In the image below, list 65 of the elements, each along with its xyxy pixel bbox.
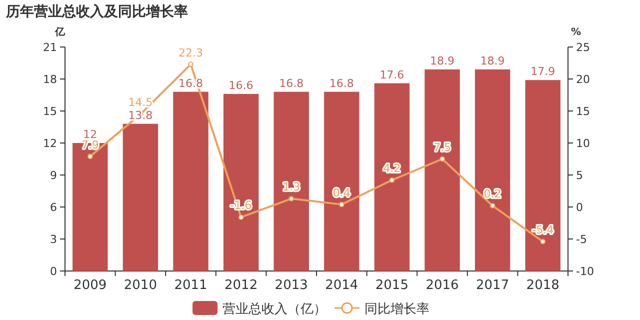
bar	[274, 92, 309, 271]
bar	[223, 94, 259, 271]
y2-tick-label: 25	[576, 41, 590, 54]
y2-tick-label: -10	[576, 265, 594, 278]
y-tick-label: 21	[43, 41, 57, 54]
point	[238, 214, 244, 220]
y2-tick-label: 15	[576, 105, 590, 118]
x-tick-label: 2011	[174, 278, 208, 293]
y-tick-label: 12	[43, 137, 57, 150]
data-label: 16.6	[228, 78, 254, 92]
y2-tick-label: 0	[576, 201, 583, 214]
legend-label: 营业总收入（亿）	[222, 302, 326, 317]
y2-tick-label: 20	[576, 73, 590, 86]
bar	[173, 92, 208, 271]
y2-tick-label: -5	[576, 233, 587, 246]
data-label: 0.2	[484, 188, 502, 201]
point	[540, 238, 546, 244]
data-label: 22.3	[178, 46, 203, 60]
bar	[424, 69, 460, 271]
data-label: 12	[83, 128, 98, 141]
point	[87, 154, 93, 160]
data-label: 16.8	[279, 76, 304, 90]
data-label: 18.9	[480, 54, 505, 68]
bar	[525, 80, 560, 271]
data-label: 7.5	[434, 141, 451, 154]
x-tick-label: 2009	[74, 278, 107, 293]
point	[288, 196, 294, 202]
x-tick-label: 2014	[325, 278, 358, 293]
x-tick-label: 2017	[476, 278, 510, 293]
bar	[474, 69, 510, 271]
bar	[324, 92, 360, 271]
data-label: -5.4	[532, 224, 554, 237]
y2-tick-label: 5	[576, 169, 583, 182]
x-tick-label: 2018	[526, 278, 560, 293]
y-tick-label: 0	[50, 265, 57, 278]
point	[389, 177, 395, 183]
data-label: 0.4	[332, 186, 350, 200]
x-tick-label: 2010	[124, 278, 157, 293]
y-tick-label: 6	[50, 201, 57, 214]
chart-title: 历年营业总收入及同比增长率	[5, 3, 188, 20]
data-label: 17.6	[380, 68, 404, 82]
legend-label: 同比增长率	[364, 301, 430, 317]
point	[490, 203, 496, 208]
data-label: 17.9	[530, 65, 556, 78]
data-label: -1.6	[230, 199, 252, 212]
point	[440, 156, 445, 162]
x-tick-label: 2016	[426, 278, 459, 293]
point	[338, 202, 344, 208]
y2-axis-title: %	[570, 27, 582, 38]
x-tick-label: 2013	[274, 278, 308, 293]
y-tick-label: 15	[43, 105, 57, 118]
data-label: 16.8	[329, 76, 354, 90]
y2-tick-label: 10	[576, 137, 590, 150]
data-label: 18.9	[430, 54, 454, 68]
x-tick-label: 2015	[375, 278, 408, 293]
y-tick-label: 18	[43, 73, 57, 86]
y-axis-title: 亿	[54, 26, 66, 38]
point	[188, 62, 194, 67]
bar	[122, 124, 158, 271]
x-tick-label: 2012	[224, 278, 258, 293]
y-tick-label: 9	[50, 169, 57, 182]
data-label: 4.2	[383, 162, 401, 176]
y-tick-label: 3	[50, 233, 57, 246]
data-label: 1.3	[282, 180, 300, 194]
bar	[374, 83, 410, 271]
